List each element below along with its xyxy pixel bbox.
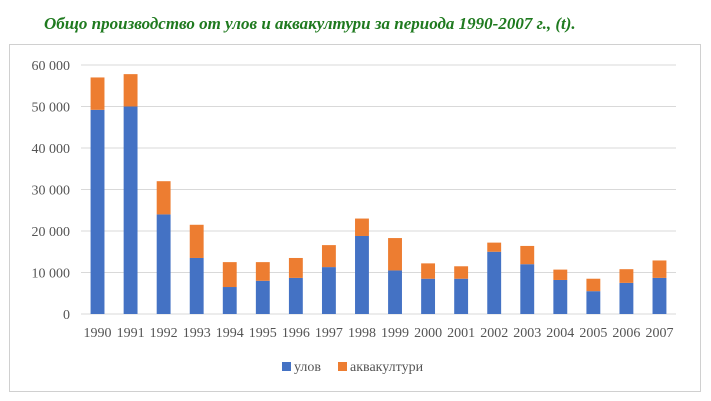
bar-catch-1998 bbox=[355, 235, 369, 314]
bar-catch-2005 bbox=[586, 291, 601, 314]
bar-catch-1994 bbox=[222, 287, 237, 314]
legend-swatch-aquaculture bbox=[338, 362, 347, 371]
bar-aquaculture-1997 bbox=[321, 245, 336, 268]
bar-catch-2003 bbox=[520, 264, 535, 314]
bar-catch-1996 bbox=[288, 277, 303, 314]
x-tick-label: 1997 bbox=[315, 326, 343, 341]
x-tick-label: 1992 bbox=[150, 326, 178, 341]
bars bbox=[90, 74, 667, 314]
bar-catch-1993 bbox=[189, 257, 204, 314]
bar-catch-2006 bbox=[619, 282, 634, 314]
x-tick-label: 1995 bbox=[249, 326, 277, 341]
x-tick-label: 2005 bbox=[579, 326, 607, 341]
x-tick-label: 1994 bbox=[216, 326, 244, 341]
y-tick-label: 50 000 bbox=[32, 101, 71, 116]
x-tick-label: 2006 bbox=[612, 326, 640, 341]
bar-catch-2000 bbox=[421, 278, 436, 314]
bar-catch-2001 bbox=[454, 278, 469, 314]
bar-catch-1990 bbox=[90, 109, 105, 314]
bar-catch-1997 bbox=[321, 267, 336, 314]
x-tick-label: 1999 bbox=[381, 326, 409, 341]
gridlines bbox=[81, 64, 676, 315]
x-tick-label: 2003 bbox=[513, 326, 541, 341]
bar-catch-1992 bbox=[156, 214, 171, 314]
bar-catch-1999 bbox=[388, 270, 402, 314]
bar-aquaculture-2004 bbox=[553, 269, 568, 280]
bar-aquaculture-1999 bbox=[388, 238, 402, 271]
y-tick-label: 30 000 bbox=[32, 184, 71, 199]
bar-catch-1991 bbox=[123, 106, 138, 314]
x-tick-label: 1998 bbox=[348, 326, 376, 341]
legend-label-aquaculture: аквакултури bbox=[350, 360, 424, 375]
bar-aquaculture-2007 bbox=[652, 260, 667, 278]
bar-aquaculture-1993 bbox=[189, 224, 204, 258]
bar-catch-2002 bbox=[487, 251, 502, 314]
bar-aquaculture-2001 bbox=[454, 266, 469, 279]
bar-catch-2004 bbox=[553, 279, 568, 314]
x-tick-label: 1991 bbox=[117, 326, 145, 341]
legend-label-catch: улов bbox=[294, 360, 321, 375]
bar-aquaculture-1994 bbox=[222, 262, 237, 288]
x-tick-label: 2002 bbox=[480, 326, 508, 341]
y-axis-ticks: 0 10 000 20 000 30 000 40 000 50 000 60 000 bbox=[32, 59, 71, 323]
y-tick-label: 60 000 bbox=[32, 59, 71, 74]
bar-aquaculture-1992 bbox=[156, 181, 171, 215]
chart-title: Общо производство от улов и аквакултури … bbox=[44, 14, 576, 33]
bar-aquaculture-2003 bbox=[520, 245, 535, 265]
x-tick-label: 1996 bbox=[282, 326, 310, 341]
legend-swatch-catch bbox=[282, 362, 291, 371]
x-tick-label: 2004 bbox=[546, 326, 574, 341]
y-tick-label: 20 000 bbox=[32, 225, 71, 240]
bar-aquaculture-1990 bbox=[90, 77, 105, 110]
bar-aquaculture-2002 bbox=[487, 242, 502, 252]
bar-catch-1995 bbox=[255, 280, 270, 314]
x-tick-label: 2001 bbox=[447, 326, 475, 341]
bar-aquaculture-2006 bbox=[619, 269, 634, 283]
x-axis-ticks: 1990 1991 1992 1993 1994 1995 1996 1997 1998 1999… bbox=[84, 326, 674, 341]
bar-catch-2007 bbox=[652, 277, 667, 314]
x-tick-label: 1990 bbox=[84, 326, 112, 341]
x-tick-label: 2007 bbox=[645, 326, 673, 341]
bar-aquaculture-2005 bbox=[586, 278, 601, 292]
bar-aquaculture-1995 bbox=[255, 262, 270, 281]
legend: улов аквакултури bbox=[282, 360, 424, 375]
bar-aquaculture-1996 bbox=[288, 257, 303, 278]
x-tick-label: 1993 bbox=[183, 326, 211, 341]
bar-aquaculture-1998 bbox=[355, 218, 369, 236]
y-tick-label: 10 000 bbox=[32, 267, 71, 282]
y-tick-label: 0 bbox=[63, 308, 70, 323]
bar-aquaculture-2000 bbox=[421, 263, 436, 279]
y-tick-label: 40 000 bbox=[32, 142, 71, 157]
x-tick-label: 2000 bbox=[414, 326, 442, 341]
bar-aquaculture-1991 bbox=[123, 74, 138, 107]
